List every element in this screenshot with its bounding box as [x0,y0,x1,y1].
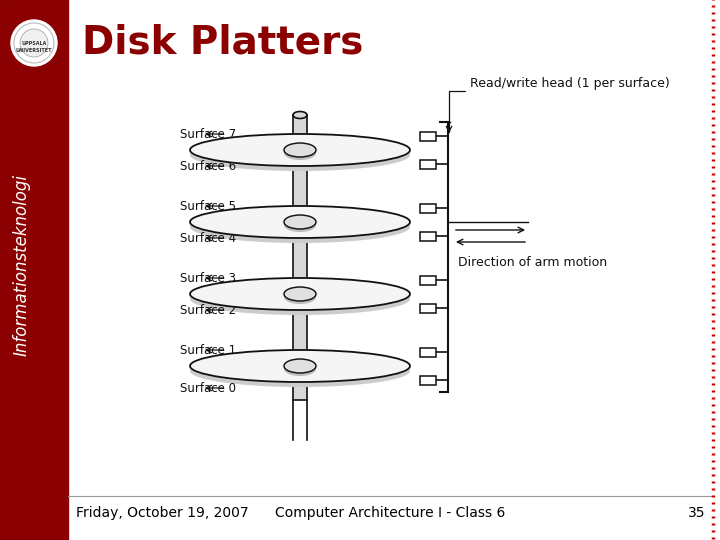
Bar [420,159,436,168]
Ellipse shape [190,206,410,238]
Bar [293,115,307,400]
Text: Read/write head (1 per surface): Read/write head (1 per surface) [470,78,670,91]
Text: Surface 5: Surface 5 [180,199,236,213]
Text: Computer Architecture I - Class 6: Computer Architecture I - Class 6 [275,506,505,520]
Ellipse shape [284,218,316,232]
Bar [420,375,436,384]
Text: Surface 1: Surface 1 [180,343,236,356]
Ellipse shape [190,139,410,171]
Ellipse shape [284,359,316,373]
Text: UPPSALA
UNIVERSITET: UPPSALA UNIVERSITET [16,42,53,52]
Ellipse shape [190,134,410,166]
Text: 35: 35 [688,506,705,520]
Ellipse shape [190,283,410,315]
Text: Surface 4: Surface 4 [180,232,236,245]
Bar [420,132,436,140]
Text: Disk Platters: Disk Platters [82,24,364,62]
Ellipse shape [284,143,316,157]
Ellipse shape [284,290,316,304]
Text: Surface 6: Surface 6 [180,159,236,172]
Ellipse shape [284,146,316,160]
Ellipse shape [190,355,410,387]
Text: Surface 3: Surface 3 [180,272,236,285]
Bar [420,232,436,240]
Text: Direction of arm motion: Direction of arm motion [458,255,607,268]
Text: Surface 0: Surface 0 [180,381,236,395]
Ellipse shape [190,211,410,243]
Ellipse shape [190,278,410,310]
Bar [0,0,68,540]
Ellipse shape [284,215,316,229]
Bar [420,303,436,313]
Bar [420,348,436,356]
Text: Surface 7: Surface 7 [180,127,236,140]
Ellipse shape [284,287,316,301]
Text: Friday, October 19, 2007: Friday, October 19, 2007 [76,506,248,520]
Circle shape [20,29,48,57]
Text: Informationsteknologi: Informationsteknologi [13,174,31,356]
Circle shape [11,20,57,66]
Ellipse shape [190,350,410,382]
Ellipse shape [293,111,307,118]
Text: Surface 2: Surface 2 [180,303,236,316]
Ellipse shape [284,362,316,376]
Bar [420,275,436,285]
Bar [420,204,436,213]
